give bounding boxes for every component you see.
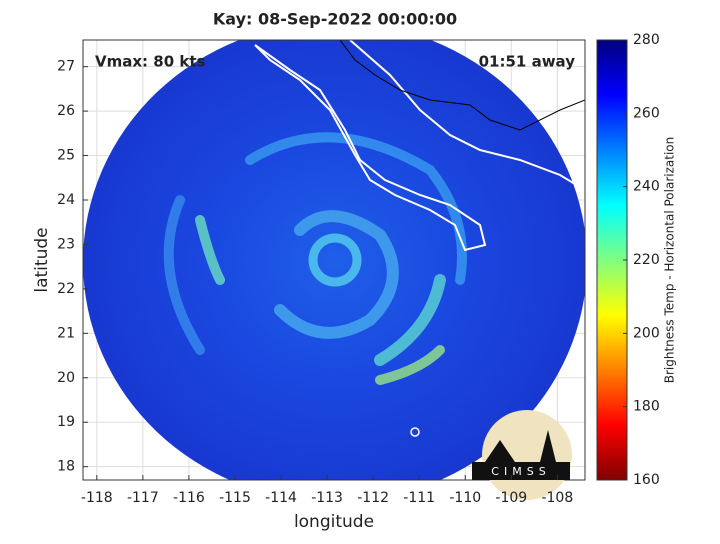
colorbar-tick-label: 280 xyxy=(633,32,660,48)
y-tick-label: 18 xyxy=(57,459,75,475)
y-tick-label: 27 xyxy=(57,59,75,75)
x-tick-label: -109 xyxy=(495,490,527,506)
colorbar-tick-label: 220 xyxy=(633,252,660,268)
title: Kay: 08-Sep-2022 00:00:00 xyxy=(213,10,457,29)
annotation: Vmax: 80 kts xyxy=(95,53,205,71)
colorbar: 160 180 200 220 240 260 280 xyxy=(596,32,660,488)
y-tick-label: 21 xyxy=(57,325,75,341)
x-tick-label: -110 xyxy=(449,490,481,506)
swath-image xyxy=(83,40,585,480)
y-tick-label: 20 xyxy=(57,370,75,386)
colorbar-tick-label: 240 xyxy=(633,179,660,195)
y-tick-label: 26 xyxy=(57,103,75,119)
x-tick-label: -115 xyxy=(219,490,251,506)
x-tick-label: -117 xyxy=(127,490,159,506)
colorbar-tick-label: 200 xyxy=(633,325,660,341)
x-tick-label: -111 xyxy=(403,490,435,506)
colorbar-tick-label: 180 xyxy=(633,399,660,415)
x-axis-label: longitude xyxy=(294,512,374,532)
axes-box xyxy=(82,39,586,481)
x-tick-label: -116 xyxy=(173,490,205,506)
colorbar-fill xyxy=(596,39,628,481)
x-tick-label: -118 xyxy=(81,490,113,506)
x-tick-label: -112 xyxy=(357,490,389,506)
y-tick-label: 19 xyxy=(57,414,75,430)
annotation: 01:51 away xyxy=(479,53,576,71)
y-tick-label: 24 xyxy=(57,192,75,208)
x-tick-label: -108 xyxy=(541,490,573,506)
y-axis-label: latitude xyxy=(32,227,52,292)
x-tick-label: -114 xyxy=(265,490,297,506)
y-tick-label: 25 xyxy=(57,148,75,164)
y-tick-label: 22 xyxy=(57,281,75,297)
colorbar-tick-label: 260 xyxy=(633,105,660,121)
y-tick-label: 23 xyxy=(57,236,75,252)
x-tick-label: -113 xyxy=(311,490,343,506)
logo-text: CIMSS xyxy=(491,465,550,478)
colorbar-label: Brightness Temp - Horizontal Polarizatio… xyxy=(663,137,677,384)
colorbar-tick-label: 160 xyxy=(633,472,660,488)
logo: CIMSS xyxy=(472,410,572,500)
